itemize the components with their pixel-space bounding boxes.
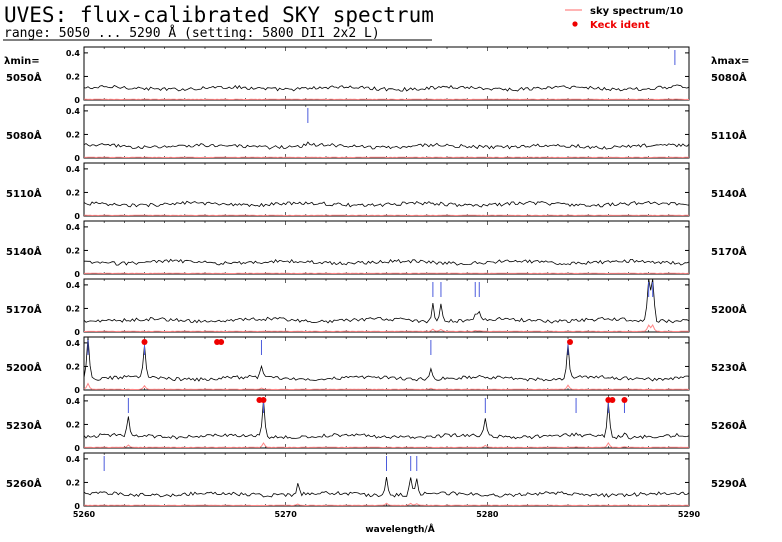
legend-keck-label: Keck ident [590,20,650,31]
flux-spectrum-line [83,200,690,208]
keck-ident-marker [260,397,267,403]
y-tick-label: 0 [74,386,80,395]
flux-spectrum-line [84,258,690,266]
y-tick-label: 0.2 [66,420,80,429]
lambda-min-label: 5260Å [6,477,42,490]
lambda-min-label: 5140Å [6,245,42,258]
lambda-max-label: 5110Å [711,129,747,142]
sky-spectrum-line [84,324,690,333]
y-tick-label: 0 [74,444,80,453]
lambda-max-label: 5200Å [711,303,747,316]
lambda-max-header: λmax= [711,56,749,67]
lambda-max-label: 5080Å [711,71,747,84]
spectrum-panels: 0 0.2 0.4 5050Å 5080Å 0 0.2 0.4 5080Å 5110Å 0 0.2 0.… [6,46,747,511]
x-axis: 5260 5270 5280 5290 [73,510,701,519]
y-tick-label: 0.2 [66,130,80,139]
lambda-max-label: 5290Å [711,477,747,490]
y-tick-label: 0.2 [66,188,80,197]
y-tick-label: 0.2 [66,478,80,487]
lambda-max-label: 5230Å [711,361,747,374]
sky-spectrum-line [83,441,690,449]
spectrum-panel: 0 0.2 0.4 5200Å 5230Å [6,336,747,395]
lambda-min-label: 5110Å [6,187,42,200]
x-tick-label: 5260 [73,510,96,519]
sky-spectrum-line [83,382,690,391]
keck-ident-marker [567,339,574,345]
panel-frame [83,104,690,159]
panel-frame [83,162,690,217]
lambda-min-label: 5050Å [6,71,42,84]
y-tick-label: 0 [74,96,80,105]
keck-ident-marker [218,339,225,345]
legend: sky spectrum/10 Keck ident [565,6,683,31]
lambda-min-label: 5230Å [6,419,42,432]
lambda-max-label: 5140Å [711,187,747,200]
spectrum-panel: 0 0.2 0.4 5110Å 5140Å [6,162,747,221]
keck-ident-marker [609,397,616,403]
panel-frame [83,394,690,449]
keck-ident-marker [621,397,628,403]
x-tick-label: 5270 [275,510,298,519]
lambda-min-label: 5080Å [6,129,42,142]
spectrum-panel: 0 0.2 0.4 5050Å 5080Å [6,46,747,105]
panel-frame [83,46,690,101]
keck-ident-marker [141,339,148,345]
spectrum-panel: 0 0.2 0.4 5260Å 5290Å [6,452,747,511]
figure-title: UVES: flux-calibrated SKY spectrum [4,3,434,27]
y-tick-label: 0.4 [66,455,81,464]
lambda-min-label: 5170Å [6,303,42,316]
x-tick-label: 5290 [678,510,701,519]
x-axis-label: wavelength/Å [365,524,434,535]
y-tick-label: 0 [74,502,80,511]
spectrum-panel: 0 0.2 0.4 5230Å 5260Å [6,394,747,453]
y-tick-label: 0.4 [66,165,81,174]
legend-keck-swatch [572,21,578,27]
x-tick-label: 5280 [476,510,499,519]
flux-spectrum-line [83,477,690,498]
legend-sky-label: sky spectrum/10 [590,6,683,17]
y-tick-label: 0.2 [66,304,80,313]
spectrum-panel: 0 0.2 0.4 5170Å 5200Å [6,278,747,337]
y-tick-label: 0 [74,212,80,221]
flux-spectrum-line [83,84,690,92]
panel-frame [83,336,690,391]
lambda-max-label: 5260Å [711,419,747,432]
y-tick-label: 0.4 [66,281,81,290]
panel-frame [83,278,690,333]
y-tick-label: 0.4 [66,397,81,406]
y-tick-label: 0.4 [66,49,81,58]
panel-frame [83,220,690,275]
lambda-min-label: 5200Å [6,361,42,374]
y-tick-label: 0.4 [66,107,81,116]
flux-spectrum-line [83,141,690,150]
y-tick-label: 0.4 [66,339,81,348]
y-tick-label: 0 [74,154,80,163]
spectrum-panel: 0 0.2 0.4 5140Å 5170Å [6,220,747,279]
flux-spectrum-line [83,278,690,324]
flux-spectrum-line [83,399,690,440]
y-tick-label: 0 [74,270,80,279]
y-tick-label: 0.2 [66,72,80,81]
y-tick-label: 0.2 [66,246,80,255]
sky-spectrum-line [83,502,690,507]
y-tick-label: 0.4 [66,223,81,232]
lambda-max-label: 5170Å [711,245,747,258]
spectrum-panel: 0 0.2 0.4 5080Å 5110Å [6,104,747,163]
y-tick-label: 0 [74,328,80,337]
y-tick-label: 0.2 [66,362,80,371]
flux-spectrum-line [83,336,690,382]
lambda-min-header: λmin= [4,56,40,67]
figure-subtitle: range: 5050 ... 5290 Å (setting: 5800 DI… [4,25,380,41]
